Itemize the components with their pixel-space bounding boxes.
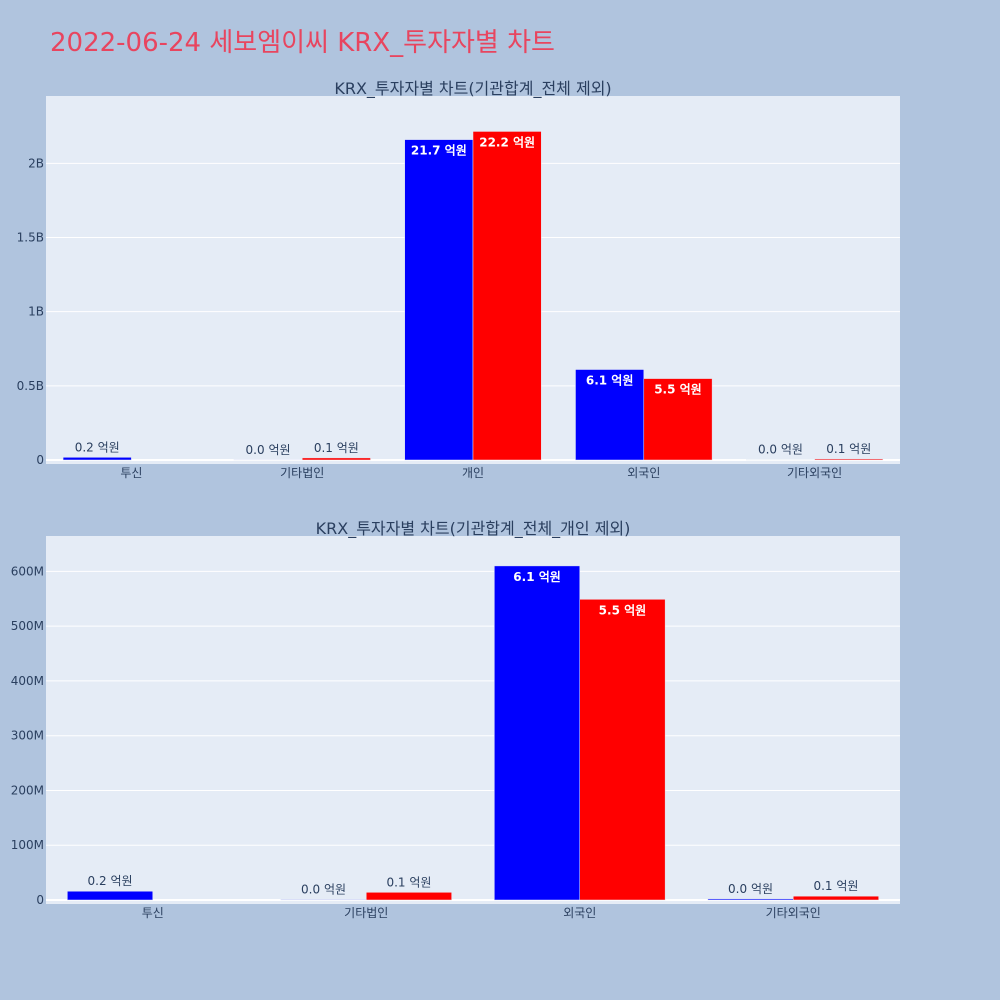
data-label: 0.1 억원 [813,879,858,893]
bar [643,378,713,461]
chart-title: KRX_투자자별 차트(기관합계_전체_개인 제외) [316,519,631,539]
y-tick-label: 600M [11,564,44,578]
data-label: 0.0 억원 [301,882,346,896]
y-tick-label: 1B [28,305,44,319]
chart-title: KRX_투자자별 차트(기관합계_전체 제외) [334,79,611,99]
bar [67,890,153,901]
x-tick-label: 투신 [120,466,142,480]
x-tick-label: 외국인 [627,466,660,480]
data-label: 0.2 억원 [88,874,133,888]
bar [366,892,452,901]
bar [301,457,371,461]
y-tick-label: 500M [11,619,44,633]
page-title: 2022-06-24 세보엠이씨 KRX_투자자별 차트 [50,28,555,58]
y-tick-label: 0.5B [17,379,44,393]
bar [579,599,666,901]
data-label: 0.1 억원 [314,441,359,455]
x-tick-label: 외국인 [563,906,596,920]
data-label: 21.7 억원 [411,144,467,158]
data-label: 0.0 억원 [246,443,291,457]
data-label: 0.1 억원 [826,442,871,456]
bar [472,131,542,461]
data-label: 0.0 억원 [728,882,773,896]
data-label: 5.5 억원 [599,603,647,617]
bar [793,895,879,901]
bar [62,457,132,461]
data-label: 0.0 억원 [758,443,803,457]
x-tick-label: 투신 [142,906,164,920]
data-label: 0.2 억원 [75,440,120,454]
data-label: 6.1 억원 [513,570,561,584]
y-tick-label: 1.5B [17,231,44,245]
data-label: 5.5 억원 [654,383,702,397]
bar [575,369,645,461]
bar [494,565,581,901]
y-tick-label: 0 [36,453,44,467]
bar [814,458,884,461]
chart-panel-2: 0 100M 200M 300M 400M 500M 600M KRX_투자자별 차트(기관합… [11,519,900,920]
bar [707,898,794,901]
y-tick-label: 0 [36,893,44,907]
x-tick-label: 기타외국인 [787,466,842,480]
y-tick-label: 300M [11,729,44,743]
plot-area [46,536,900,904]
y-tick-label: 2B [28,156,44,170]
data-label: 22.2 억원 [479,135,535,149]
bar [404,139,474,461]
chart-panel-1: 0 0.5B 1B 1.5B 2B KRX_투자자별 차트(기관합계_전체 제외) 0.2 … [17,79,900,480]
x-tick-label: 기타법인 [344,906,388,920]
x-tick-label: 기타법인 [280,466,324,480]
x-tick-label: 개인 [462,466,484,480]
bar [280,899,367,901]
data-label: 0.1 억원 [386,875,431,889]
y-tick-label: 100M [11,838,44,852]
data-label: 6.1 억원 [586,374,634,388]
y-tick-label: 400M [11,674,44,688]
x-tick-label: 기타외국인 [766,906,821,920]
y-tick-label: 200M [11,783,44,797]
